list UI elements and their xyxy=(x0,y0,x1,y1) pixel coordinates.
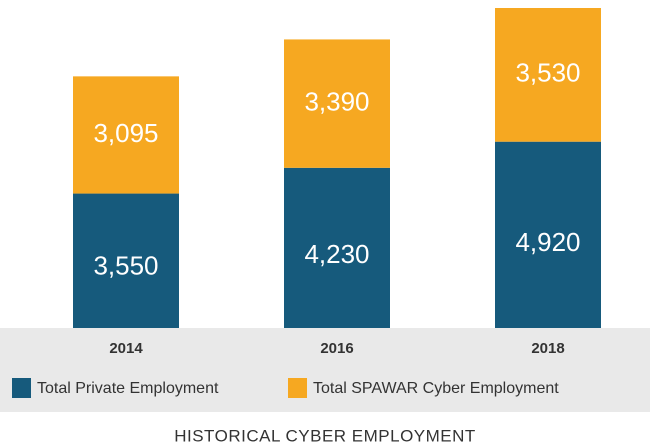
value-label: 3,550 xyxy=(93,250,158,280)
x-tick-label: 2016 xyxy=(320,340,353,357)
axis-band xyxy=(0,328,650,412)
bar-segment xyxy=(73,193,179,328)
value-label: 3,095 xyxy=(93,118,158,148)
bar-segment xyxy=(284,39,390,168)
value-label: 4,230 xyxy=(304,239,369,269)
chart-title: HISTORICAL CYBER EMPLOYMENT xyxy=(174,426,476,445)
legend-label: Total SPAWAR Cyber Employment xyxy=(313,380,559,397)
legend-swatch xyxy=(288,378,307,398)
bar-segment xyxy=(73,76,179,194)
bar-segment xyxy=(495,141,601,328)
legend-label: Total Private Employment xyxy=(37,380,219,397)
value-label: 3,530 xyxy=(515,58,580,88)
value-label: 4,920 xyxy=(515,227,580,257)
legend-swatch xyxy=(12,378,31,398)
value-label: 3,390 xyxy=(304,86,369,116)
bar-segment xyxy=(284,167,390,328)
x-tick-label: 2014 xyxy=(109,340,143,357)
x-tick-label: 2018 xyxy=(531,340,564,357)
bar-segment xyxy=(495,8,601,142)
